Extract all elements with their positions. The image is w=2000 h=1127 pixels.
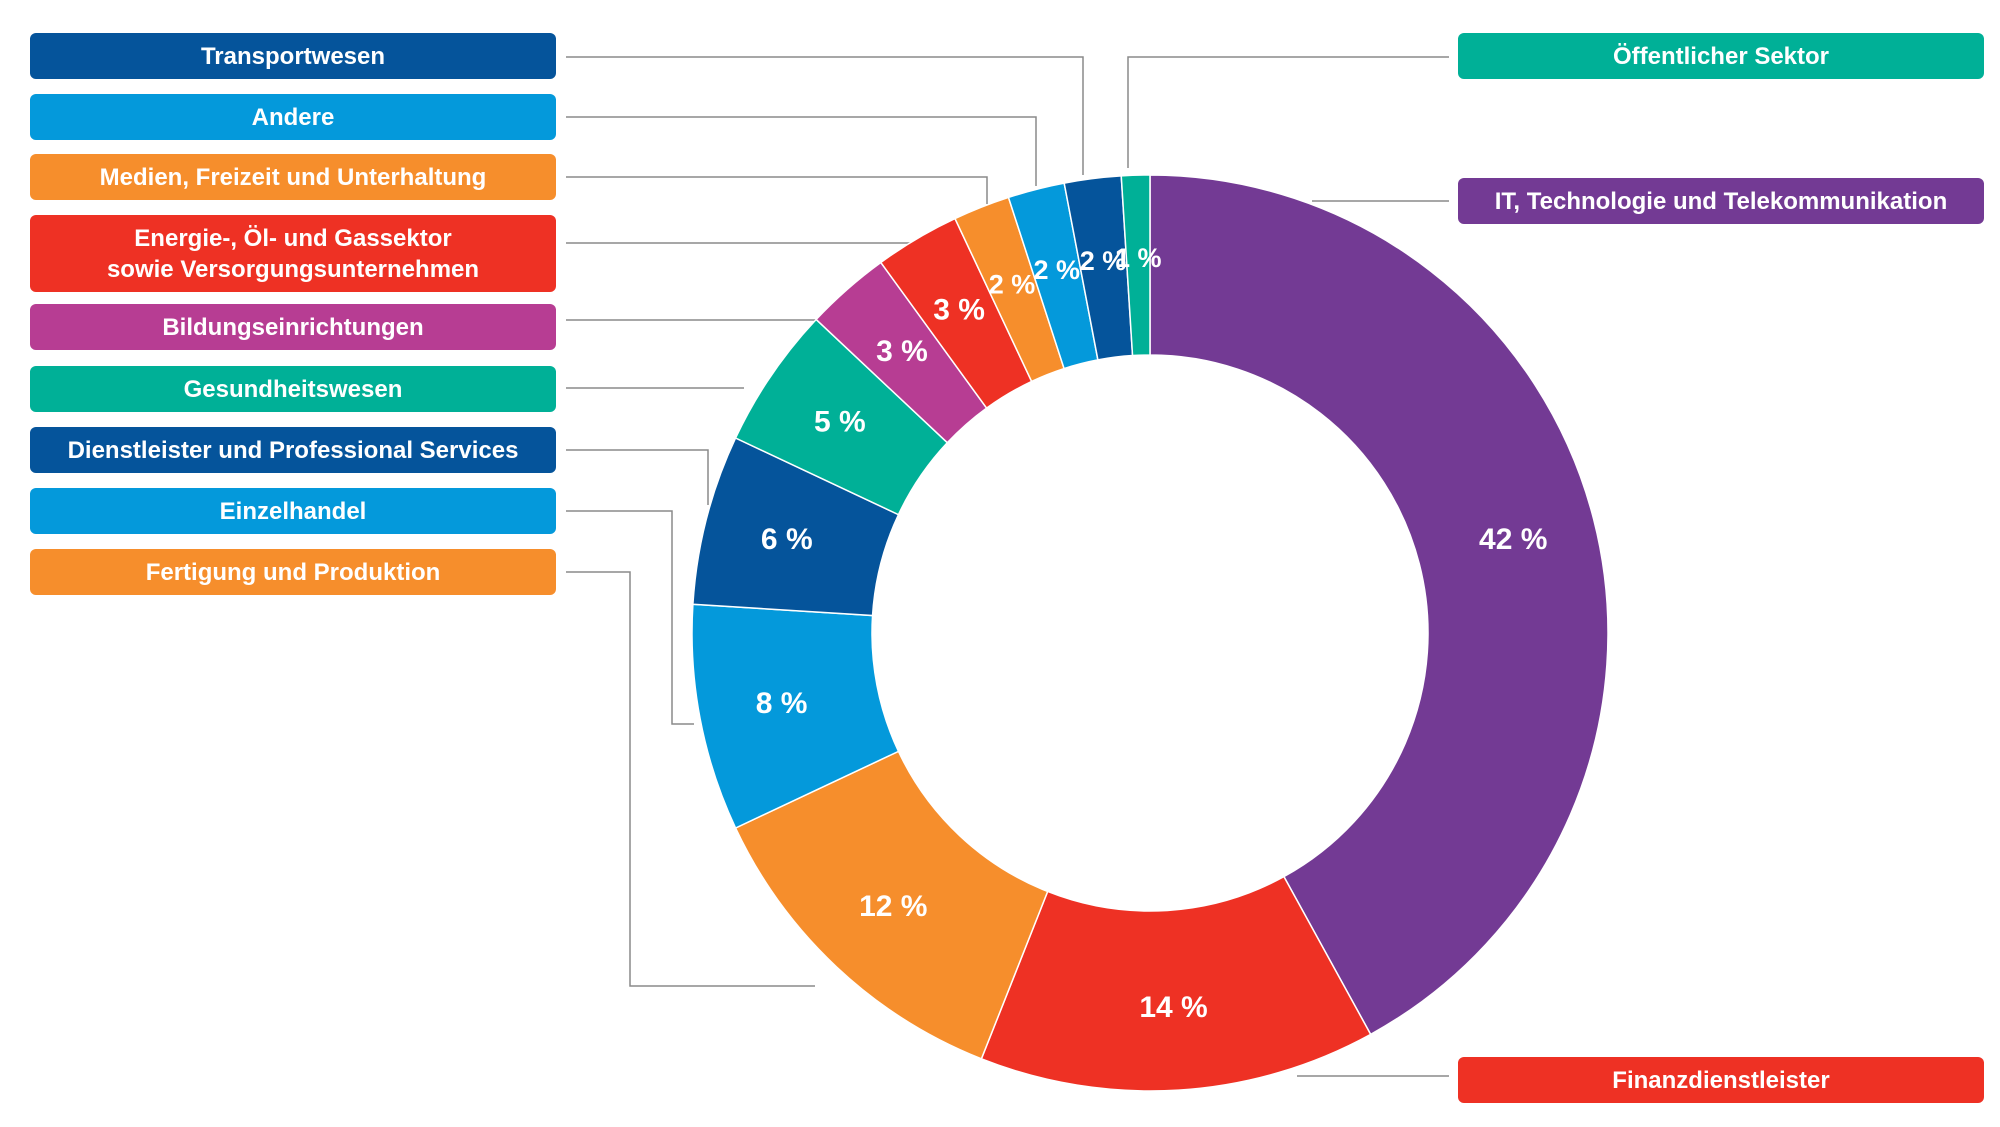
legend-oeffentlicher-sektor: Öffentlicher Sektor [1458,33,1984,79]
leader-line [1127,56,1449,168]
slice-value-label: 3 % [933,294,985,327]
slice-ffentlicher-sektor [1120,174,1151,357]
legend-label: Energie-, Öl- und Gassektor sowie Versor… [106,224,480,283]
legend-bildung: Bildungseinrichtungen [30,304,556,350]
legend-transportwesen: Transportwesen [30,33,556,79]
slice-value-label: 8 % [756,687,808,720]
legend-energie: Energie-, Öl- und Gassektor sowie Versor… [30,215,556,292]
legend-label: Gesundheitswesen [183,375,403,403]
legend-label: Bildungseinrichtungen [162,313,424,341]
legend-fertigung: Fertigung und Produktion [30,549,556,595]
slice-value-label: 6 % [761,523,813,556]
legend-label: Medien, Freizeit und Unterhaltung [99,163,487,191]
slice-finanzdienstleister [980,875,1372,1092]
leader-lines [566,56,1449,1077]
slice-value-label: 42 % [1479,523,1547,556]
legend-label: Fertigung und Produktion [145,558,441,586]
legend-it-technologie: IT, Technologie und Telekommunikation [1458,178,1984,224]
slice-value-label: 5 % [814,406,866,439]
legend-finanzdienstleister: Finanzdienstleister [1458,1057,1984,1103]
legend-einzelhandel: Einzelhandel [30,488,556,534]
legend-label: Einzelhandel [219,497,367,525]
slice-value-label: 2 % [1033,255,1080,285]
slice-value-label: 2 % [989,269,1036,299]
leader-line [566,510,694,725]
legend-dienstleister: Dienstleister und Professional Services [30,427,556,473]
legend-label: Andere [251,103,335,131]
leader-line [566,116,1037,186]
legend-label: IT, Technologie und Telekommunikation [1494,187,1948,215]
legend-andere: Andere [30,94,556,140]
slice-value-label: 2 % [1080,246,1127,276]
legend-gesundheitswesen: Gesundheitswesen [30,366,556,412]
legend-label: Öffentlicher Sektor [1612,42,1830,70]
legend-label: Finanzdienstleister [1612,1066,1830,1094]
slice-value-label: 3 % [876,335,928,368]
slice-it-technologie-und-telekommunikation [1149,174,1609,1036]
leader-line [566,449,709,505]
legend-label: Transportwesen [200,42,386,70]
legend-medien: Medien, Freizeit und Unterhaltung [30,154,556,200]
slice-value-labels: 42 %14 %12 %8 %6 %5 %3 %3 %2 %2 % 2 %1 % [756,243,1548,1024]
leader-line [566,176,988,204]
slice-value-label: 12 % [859,890,927,923]
slice-value-label: 1 % [1115,243,1162,273]
leader-line [566,56,1084,175]
slice-value-label: 14 % [1139,991,1207,1024]
legend-label: Dienstleister und Professional Services [67,436,519,464]
donut-slices [691,174,1609,1092]
leader-line [566,571,815,987]
